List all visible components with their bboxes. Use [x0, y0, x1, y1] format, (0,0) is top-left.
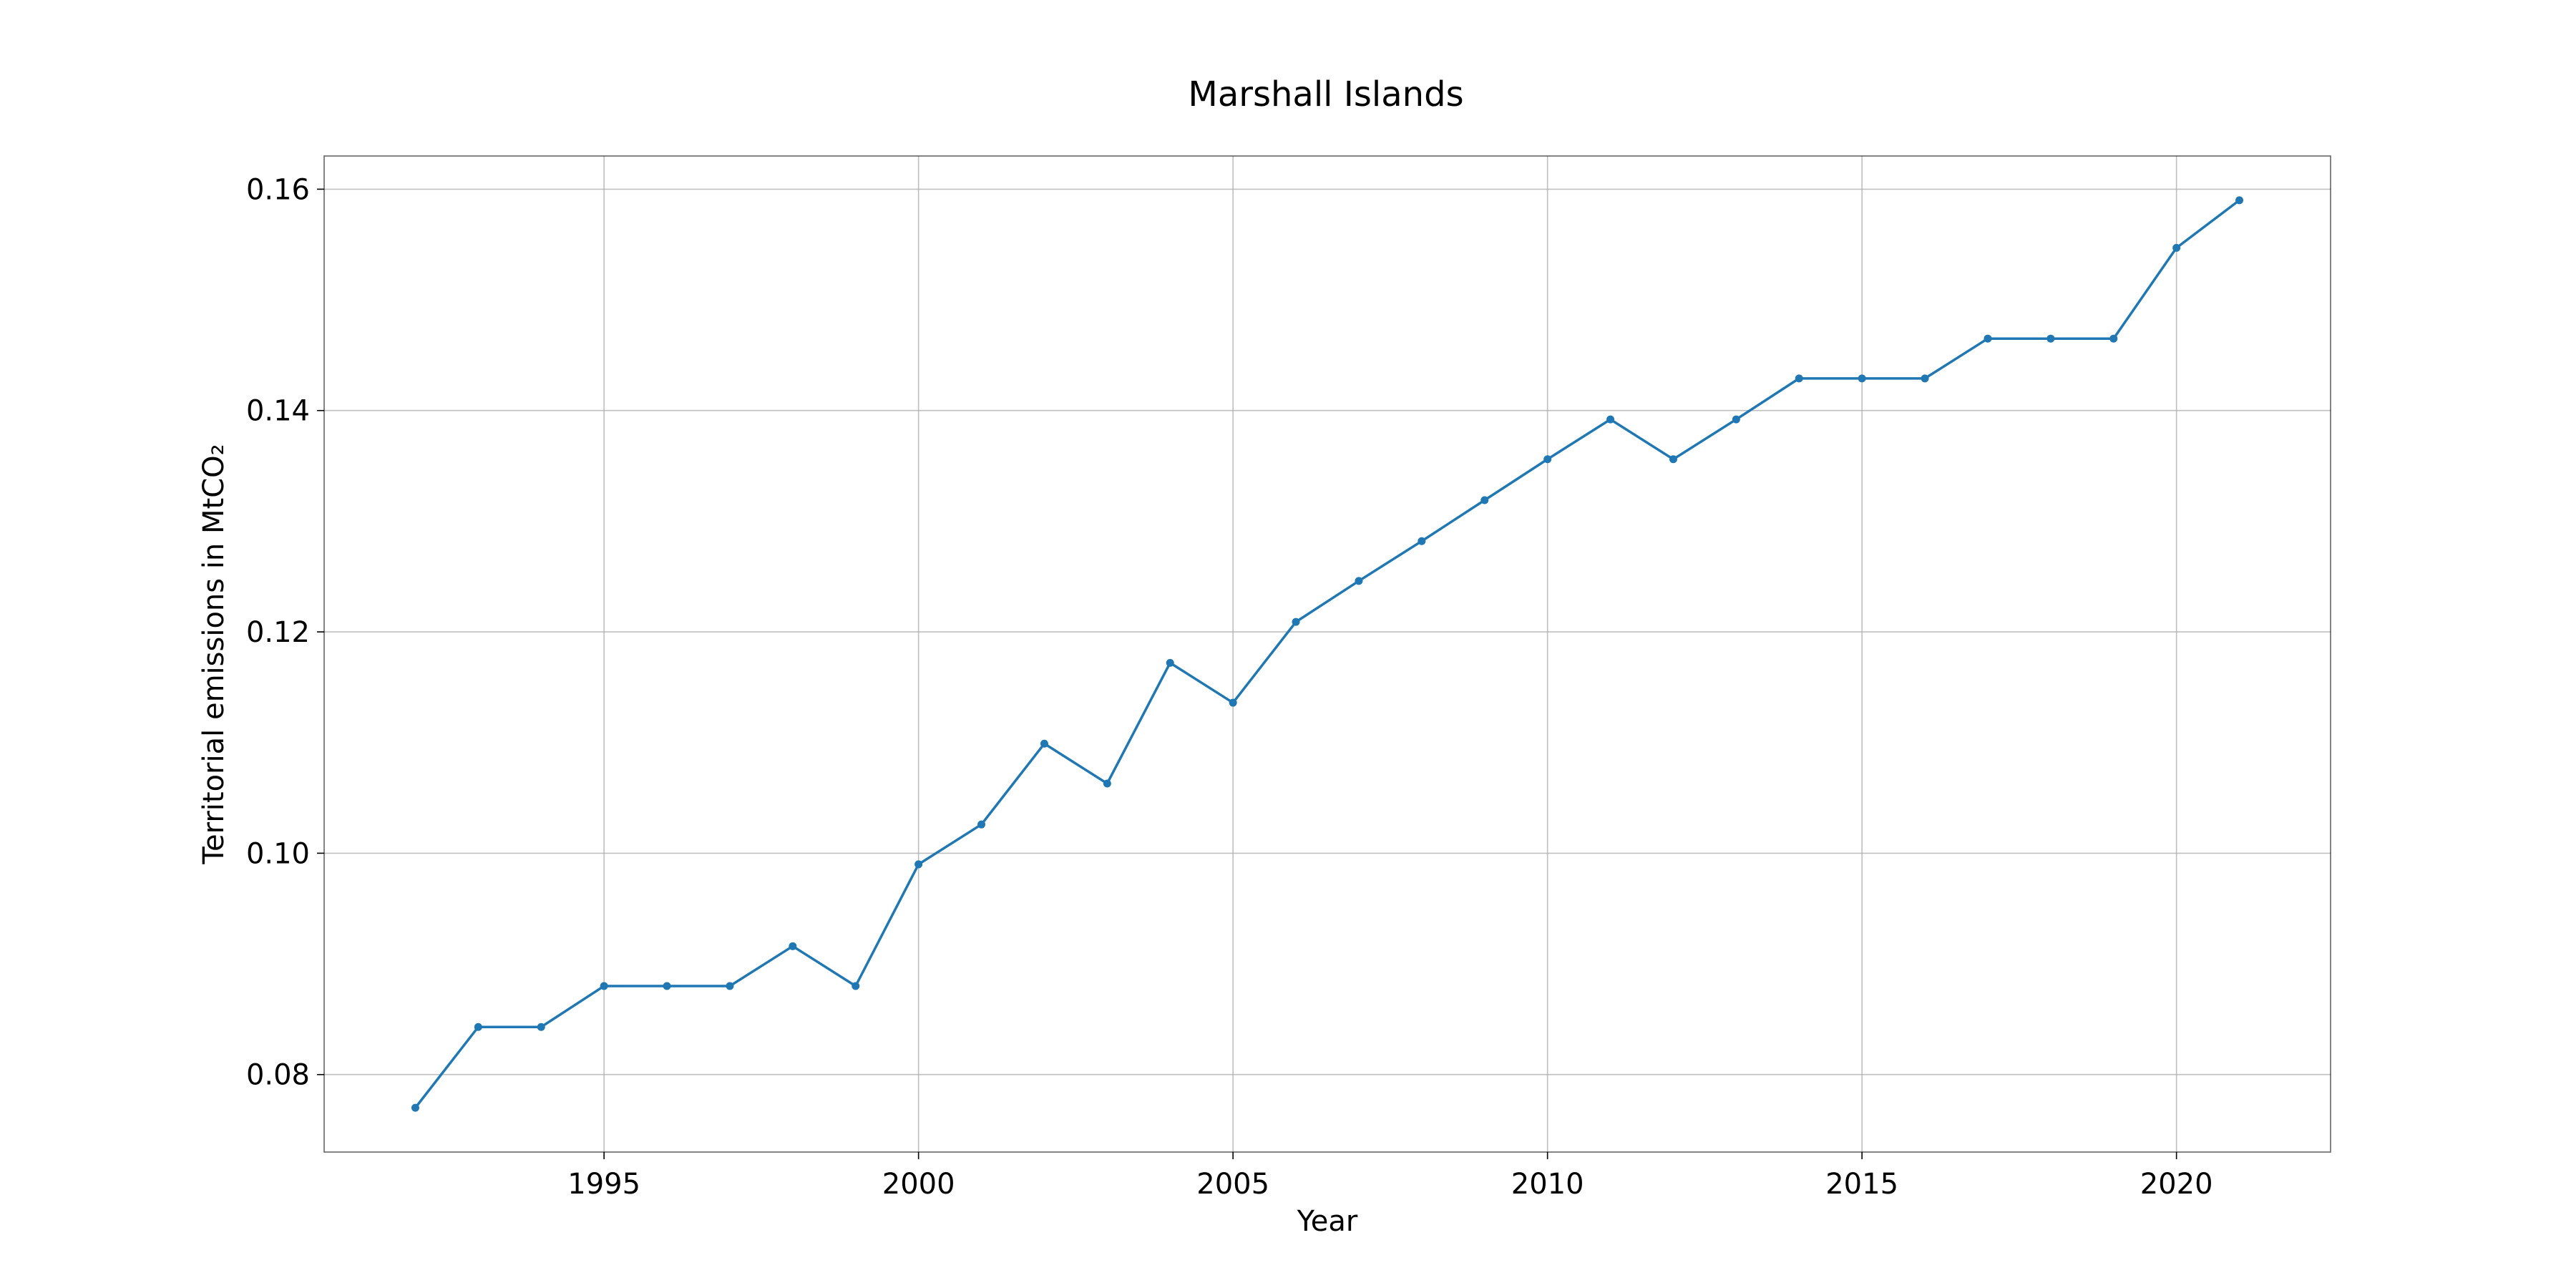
data-point: [2046, 334, 2055, 343]
series-layer: [411, 196, 2244, 1112]
data-point: [1292, 618, 1300, 626]
data-point: [726, 982, 734, 990]
x-tick-label: 2005: [1196, 1168, 1269, 1201]
data-point: [2235, 196, 2244, 205]
x-tick-label: 2015: [1825, 1168, 1898, 1201]
y-tick-label: 0.16: [246, 173, 310, 206]
data-point: [2172, 243, 2181, 252]
data-point: [914, 860, 923, 869]
ticks: 1995 2000 2005 2010 2015 2020 0.08 0.10 0.12 0.14…: [246, 173, 2213, 1201]
x-axis-label: Year: [1297, 1205, 1358, 1238]
data-point: [411, 1103, 419, 1112]
data-point: [1166, 658, 1174, 667]
y-tick-label: 0.14: [246, 395, 310, 428]
data-point: [663, 982, 671, 990]
y-tick-label: 0.12: [246, 616, 310, 649]
data-point: [1103, 779, 1111, 788]
data-point: [537, 1023, 545, 1031]
data-point: [977, 820, 986, 829]
x-tick-label: 2010: [1511, 1168, 1584, 1201]
data-point: [1040, 739, 1048, 748]
data-point: [1732, 415, 1740, 424]
data-point: [1795, 374, 1803, 383]
y-tick-label: 0.10: [246, 837, 310, 870]
y-axis-label: Territorial emissions in MtCO₂: [197, 444, 230, 864]
data-point: [1355, 577, 1363, 585]
data-point: [1229, 698, 1237, 707]
data-point: [1921, 374, 1929, 383]
data-point: [600, 982, 608, 990]
data-point: [1669, 455, 1677, 464]
series-line: [414, 199, 2241, 1109]
data-point: [1480, 496, 1489, 504]
data-point: [1606, 415, 1615, 424]
chart-title: Marshall Islands: [1188, 74, 1463, 114]
data-point: [789, 942, 797, 950]
data-point: [1543, 455, 1552, 464]
x-tick-label: 1995: [567, 1168, 640, 1201]
data-point: [474, 1023, 482, 1031]
data-point: [1858, 374, 1866, 383]
grid: [324, 156, 2331, 1152]
x-tick-label: 2000: [882, 1168, 955, 1201]
data-point: [2109, 334, 2118, 343]
y-tick-label: 0.08: [246, 1059, 310, 1092]
data-point: [852, 982, 860, 990]
plot-frame: [323, 155, 2331, 1153]
data-point: [1418, 537, 1426, 545]
x-tick-label: 2020: [2140, 1168, 2213, 1201]
data-point: [1984, 334, 1992, 343]
